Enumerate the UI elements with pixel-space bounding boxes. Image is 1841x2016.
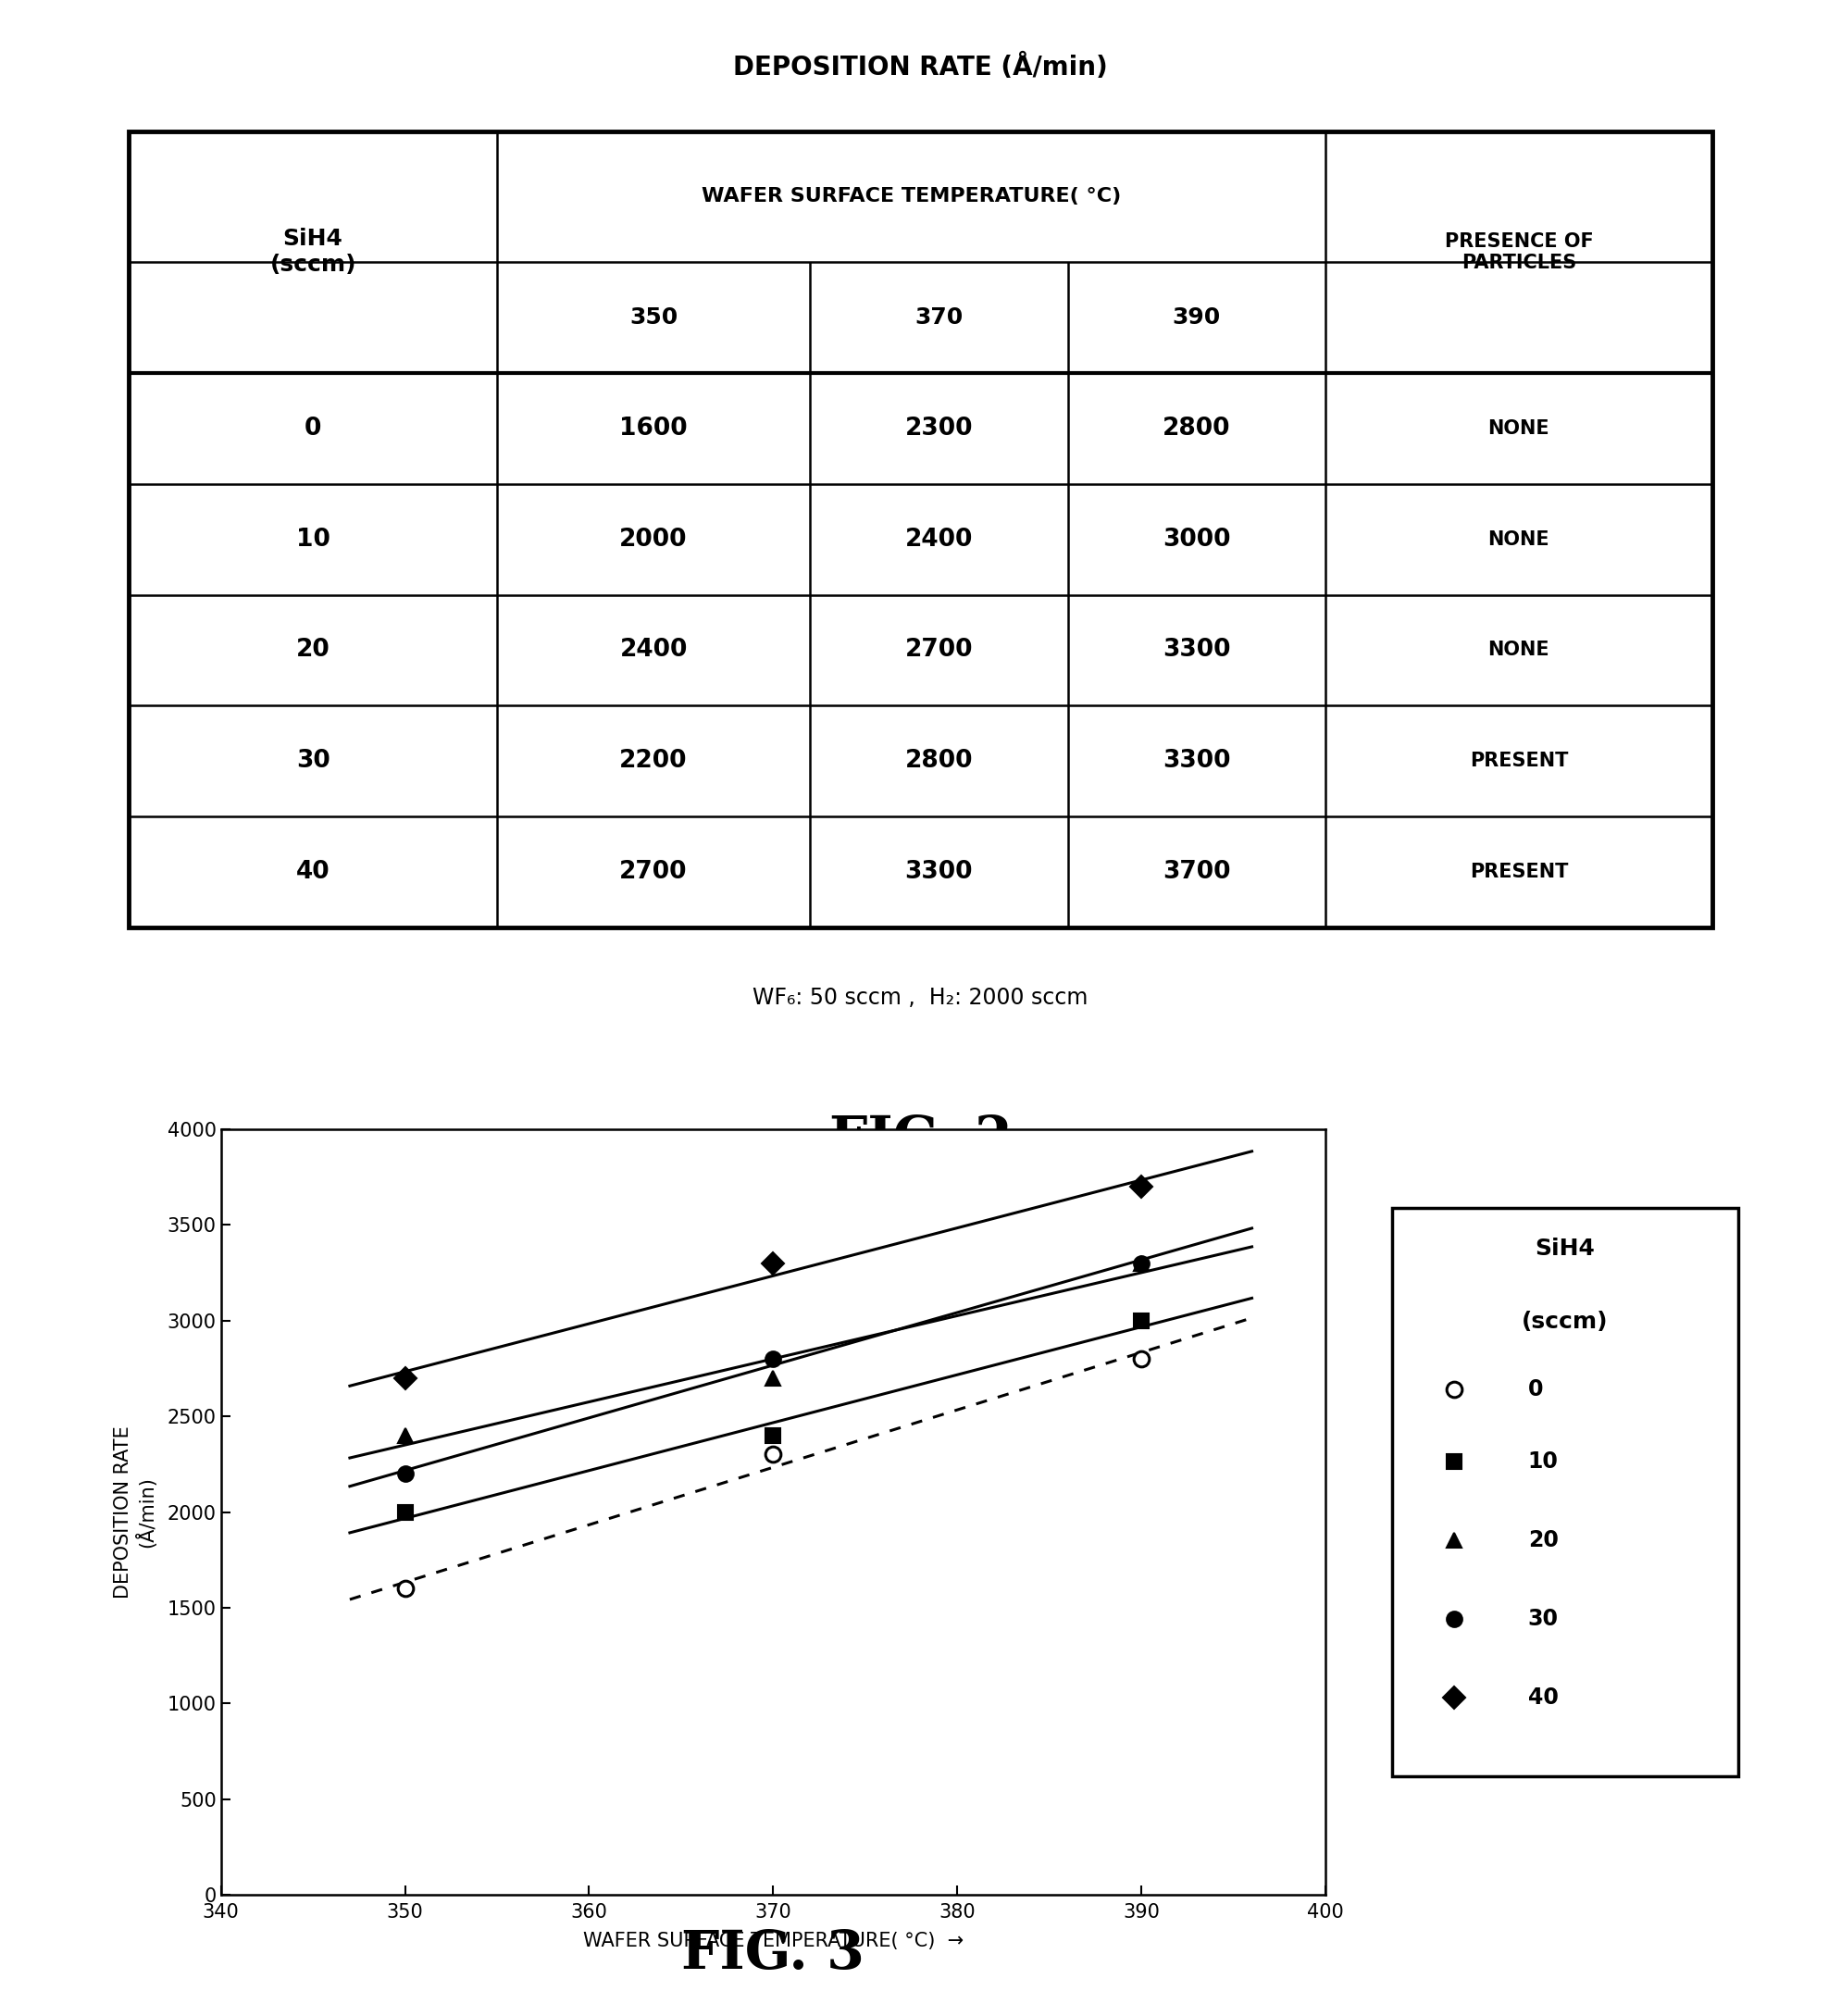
Text: (sccm): (sccm) bbox=[1521, 1310, 1609, 1333]
Text: PRESENT: PRESENT bbox=[1469, 863, 1569, 881]
Text: 30: 30 bbox=[296, 750, 330, 772]
Text: 10: 10 bbox=[296, 528, 330, 550]
Text: 3300: 3300 bbox=[1164, 750, 1230, 772]
Text: 2200: 2200 bbox=[620, 750, 687, 772]
Text: SiH4
(sccm): SiH4 (sccm) bbox=[269, 228, 357, 276]
Text: 2800: 2800 bbox=[906, 750, 972, 772]
Text: 0: 0 bbox=[1528, 1377, 1543, 1401]
Text: FIG. 2: FIG. 2 bbox=[828, 1113, 1013, 1165]
X-axis label: WAFER SURFACE TEMPERATURE( °C)  →: WAFER SURFACE TEMPERATURE( °C) → bbox=[584, 1931, 963, 1949]
Text: 40: 40 bbox=[296, 861, 330, 883]
Text: 0: 0 bbox=[304, 417, 322, 439]
Y-axis label: DEPOSITION RATE
(Å/min): DEPOSITION RATE (Å/min) bbox=[114, 1425, 156, 1599]
Text: 2700: 2700 bbox=[906, 639, 972, 661]
Text: PRESENCE OF
PARTICLES: PRESENCE OF PARTICLES bbox=[1445, 232, 1592, 272]
Text: NONE: NONE bbox=[1488, 641, 1550, 659]
Text: NONE: NONE bbox=[1488, 419, 1550, 437]
Text: 2400: 2400 bbox=[620, 639, 687, 661]
Text: 2700: 2700 bbox=[620, 861, 687, 883]
Text: 1600: 1600 bbox=[619, 417, 689, 439]
Text: 20: 20 bbox=[296, 639, 330, 661]
Text: 370: 370 bbox=[915, 306, 963, 329]
Text: 40: 40 bbox=[1528, 1685, 1559, 1710]
Text: 3300: 3300 bbox=[1164, 639, 1230, 661]
Text: 3700: 3700 bbox=[1164, 861, 1230, 883]
Text: 2300: 2300 bbox=[906, 417, 972, 439]
Text: 3300: 3300 bbox=[906, 861, 972, 883]
Text: NONE: NONE bbox=[1488, 530, 1550, 548]
Text: WF₆: 50 sccm ,  H₂: 2000 sccm: WF₆: 50 sccm , H₂: 2000 sccm bbox=[753, 986, 1088, 1010]
Text: PRESENT: PRESENT bbox=[1469, 752, 1569, 770]
Text: WAFER SURFACE TEMPERATURE( °C): WAFER SURFACE TEMPERATURE( °C) bbox=[701, 187, 1121, 206]
Text: FIG. 3: FIG. 3 bbox=[681, 1927, 865, 1980]
Text: 2800: 2800 bbox=[1164, 417, 1230, 439]
Text: 30: 30 bbox=[1528, 1607, 1559, 1631]
Text: 350: 350 bbox=[630, 306, 677, 329]
Bar bbox=[129, 131, 1712, 927]
Text: 20: 20 bbox=[1528, 1528, 1559, 1552]
Text: DEPOSITION RATE (Å/min): DEPOSITION RATE (Å/min) bbox=[733, 54, 1108, 81]
Text: SiH4: SiH4 bbox=[1535, 1238, 1594, 1260]
Text: 3000: 3000 bbox=[1164, 528, 1230, 550]
Text: 10: 10 bbox=[1528, 1450, 1559, 1474]
Text: 2000: 2000 bbox=[620, 528, 687, 550]
Text: 2400: 2400 bbox=[906, 528, 972, 550]
Text: 390: 390 bbox=[1173, 306, 1221, 329]
